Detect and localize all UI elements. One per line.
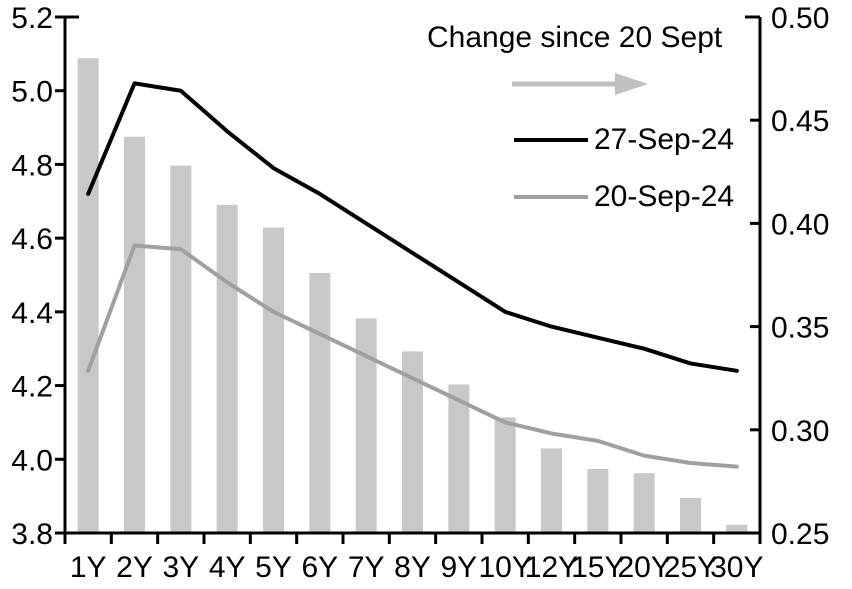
x-axis-label-20Y: 20Y xyxy=(617,551,670,584)
x-axis-label-7Y: 7Y xyxy=(348,551,385,584)
x-axis-label-5Y: 5Y xyxy=(255,551,292,584)
legend-change-since-label: Change since 20 Sept xyxy=(427,21,723,54)
right-axis-tick-label: 0.45 xyxy=(771,105,829,138)
change-arrow-head-icon xyxy=(615,73,648,95)
bar-change-20Y xyxy=(633,473,655,533)
axis-spines xyxy=(63,17,762,535)
left-axis-tick-label: 3.8 xyxy=(11,518,53,551)
right-axis-tick-label: 0.30 xyxy=(771,415,829,448)
bar-change-5Y xyxy=(263,227,284,533)
bar-change-4Y xyxy=(216,204,238,533)
bar-change-9Y xyxy=(448,384,470,533)
x-axis-label-1Y: 1Y xyxy=(70,551,107,584)
right-axis-tick-label: 0.40 xyxy=(771,208,829,241)
bar-change-1Y xyxy=(77,58,99,533)
left-axis-tick-label: 4.2 xyxy=(11,371,53,404)
bar-change-2Y xyxy=(124,136,145,533)
left-axis-tick-label: 5.2 xyxy=(11,2,53,35)
x-axis-label-6Y: 6Y xyxy=(301,551,338,584)
x-axis-label-9Y: 9Y xyxy=(440,551,477,584)
left-axis-tick-label: 5.0 xyxy=(11,76,53,109)
bar-change-3Y xyxy=(170,165,192,533)
x-axis-label-8Y: 8Y xyxy=(394,551,431,584)
bar-change-7Y xyxy=(355,318,377,533)
x-axis-label-10Y: 10Y xyxy=(478,551,531,584)
x-axis-label-15Y: 15Y xyxy=(571,551,624,584)
legend-item-27-sep-label: 27-Sep-24 xyxy=(594,123,735,156)
right-axis-tick-label: 0.25 xyxy=(771,518,829,551)
left-axis-tick-label: 4.4 xyxy=(11,297,53,330)
x-axis-label-3Y: 3Y xyxy=(162,551,199,584)
left-axis-tick-label: 4.8 xyxy=(11,149,53,182)
x-axis-label-4Y: 4Y xyxy=(209,551,246,584)
bar-change-8Y xyxy=(402,351,423,533)
left-axis-tick-label: 4.0 xyxy=(11,444,53,477)
bar-change-6Y xyxy=(309,272,331,533)
line-series-20-Sep-24 xyxy=(86,243,739,469)
x-axis-label-12Y: 12Y xyxy=(525,551,578,584)
bar-change-25Y xyxy=(680,497,701,533)
right-axis-tick-label: 0.50 xyxy=(771,2,829,35)
x-axis-label-2Y: 2Y xyxy=(116,551,153,584)
right-axis-tick-label: 0.35 xyxy=(771,312,829,345)
bar-change-15Y xyxy=(587,469,609,533)
x-axis-label-25Y: 25Y xyxy=(664,551,717,584)
x-axis-label-30Y: 30Y xyxy=(710,551,763,584)
bar-change-12Y xyxy=(541,448,562,533)
line-series-27-Sep-24 xyxy=(86,81,739,373)
bar-change-30Y xyxy=(726,524,748,533)
bar-change-10Y xyxy=(494,417,516,533)
left-axis-tick-label: 4.6 xyxy=(11,223,53,256)
legend-item-20-sep-label: 20-Sep-24 xyxy=(594,180,735,213)
